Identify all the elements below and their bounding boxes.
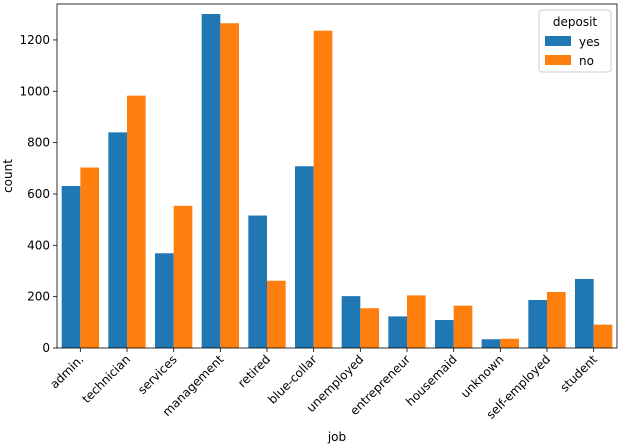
bars-group bbox=[61, 14, 613, 349]
plot-frame bbox=[56, 3, 618, 349]
y-axis-ticks: 0 200 400 600 800 1000 1200 bbox=[19, 33, 57, 355]
bar-no-8 bbox=[453, 305, 473, 348]
bar-yes-6 bbox=[341, 296, 361, 348]
bar-yes-7 bbox=[388, 316, 407, 348]
y-tick-label-1: 200 bbox=[27, 290, 50, 304]
y-tick-label-3: 600 bbox=[27, 187, 50, 201]
bar-yes-8 bbox=[435, 320, 454, 348]
bar-yes-4 bbox=[248, 215, 267, 348]
bar-yes-10 bbox=[528, 299, 547, 348]
bar-no-11 bbox=[593, 324, 613, 348]
x-tick-label-9: unknown bbox=[458, 352, 506, 400]
legend-label-no: no bbox=[579, 54, 594, 68]
bar-no-4 bbox=[267, 280, 286, 348]
y-tick-label-6: 1200 bbox=[19, 33, 50, 47]
y-tick-label-5: 1000 bbox=[19, 84, 50, 98]
bar-yes-5 bbox=[295, 166, 314, 348]
x-tick-label-0: admin. bbox=[47, 352, 86, 391]
bar-no-10 bbox=[547, 292, 566, 348]
legend-items: yes no bbox=[545, 35, 600, 68]
legend-title: deposit bbox=[553, 15, 598, 29]
x-tick-label-2: services bbox=[135, 352, 180, 397]
x-axis-label: job bbox=[327, 430, 346, 444]
bar-yes-0 bbox=[61, 186, 81, 348]
bar-yes-3 bbox=[201, 14, 221, 349]
bar-yes-2 bbox=[155, 253, 174, 348]
legend-label-yes: yes bbox=[579, 35, 600, 49]
x-tick-label-11: student bbox=[557, 352, 600, 395]
y-tick-label-2: 400 bbox=[27, 238, 50, 252]
y-tick-label-0: 0 bbox=[42, 341, 50, 355]
bar-no-7 bbox=[407, 295, 426, 348]
bar-yes-11 bbox=[575, 278, 594, 348]
bar-no-3 bbox=[220, 23, 239, 349]
bar-no-6 bbox=[360, 308, 379, 348]
x-tick-label-4: retired bbox=[235, 352, 273, 390]
x-tick-label-1: technician bbox=[79, 352, 133, 406]
y-tick-label-4: 800 bbox=[27, 136, 50, 150]
y-axis-label: count bbox=[1, 159, 15, 193]
bar-no-1 bbox=[127, 95, 146, 348]
legend: deposit yes no bbox=[538, 9, 612, 73]
legend-swatch-yes bbox=[545, 36, 571, 46]
bar-no-9 bbox=[500, 338, 519, 348]
legend-swatch-no bbox=[545, 55, 571, 65]
bar-no-5 bbox=[313, 30, 333, 348]
bar-yes-1 bbox=[108, 132, 127, 348]
bar-no-0 bbox=[80, 167, 99, 348]
bar-no-2 bbox=[173, 205, 193, 348]
bar-yes-9 bbox=[481, 339, 501, 348]
